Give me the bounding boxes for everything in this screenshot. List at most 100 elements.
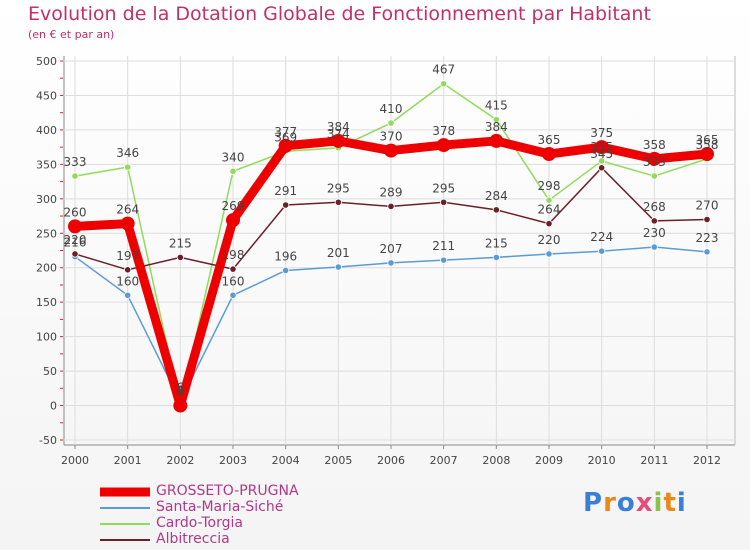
legend-swatch	[100, 487, 150, 497]
data-label: 196	[274, 249, 297, 263]
data-label: 384	[485, 120, 508, 134]
y-tick-label: 350	[36, 158, 57, 171]
x-tick-label: 2011	[640, 454, 668, 467]
data-label: 260	[64, 205, 87, 219]
data-point	[650, 217, 658, 225]
data-label: 198	[222, 248, 245, 262]
data-point	[545, 196, 553, 204]
legend-label: Albitreccia	[156, 531, 230, 547]
y-tick-label: 250	[36, 227, 57, 240]
data-label: 378	[432, 124, 455, 138]
data-point	[71, 250, 79, 258]
data-label: 160	[222, 274, 245, 288]
y-tick-label: 500	[36, 55, 57, 68]
x-tick-label: 2001	[114, 454, 142, 467]
data-point	[650, 243, 658, 251]
logo-letter: x	[635, 488, 654, 518]
data-label: 197	[116, 249, 139, 263]
data-point	[282, 201, 290, 209]
y-tick-label: 100	[36, 331, 57, 344]
x-tick-label: 2006	[377, 454, 405, 467]
data-point	[703, 248, 711, 256]
data-label: 369	[274, 130, 297, 144]
logo-letter: r	[603, 488, 617, 518]
data-label: 415	[485, 99, 508, 113]
x-tick-label: 2003	[219, 454, 247, 467]
data-label: 295	[432, 181, 455, 195]
data-label: 333	[643, 155, 666, 169]
data-point	[176, 253, 184, 261]
data-label: 207	[380, 242, 403, 256]
legend-swatch	[100, 523, 150, 525]
logo-letter: o	[616, 488, 636, 518]
legend-label: GROSSETO-PRUGNA	[156, 483, 299, 499]
data-label: 284	[485, 189, 508, 203]
data-label: 384	[327, 120, 350, 134]
x-tick-label: 2007	[430, 454, 458, 467]
x-tick-label: 2012	[693, 454, 721, 467]
data-point	[492, 206, 500, 214]
data-label: 270	[696, 198, 719, 212]
data-label: 201	[327, 246, 350, 260]
data-label: 0	[177, 385, 185, 399]
x-tick-label: 2004	[272, 454, 300, 467]
data-point	[492, 115, 500, 124]
data-label: 269	[222, 199, 245, 213]
y-tick-label: 150	[36, 296, 57, 309]
y-tick-label: 400	[36, 124, 57, 137]
data-point	[282, 266, 290, 275]
data-label: 365	[696, 133, 719, 147]
data-label: 374	[327, 127, 350, 141]
data-label: 375	[590, 126, 613, 140]
data-point	[384, 143, 398, 158]
data-point	[71, 172, 79, 180]
data-label: 264	[538, 203, 561, 217]
data-point	[703, 215, 711, 224]
data-point	[229, 265, 237, 273]
data-point	[124, 291, 132, 299]
x-tick-label: 2000	[61, 454, 89, 467]
y-tick-label: 50	[43, 365, 57, 378]
data-label: 220	[64, 233, 87, 247]
data-point	[545, 220, 553, 228]
y-tick-label: 200	[36, 262, 57, 275]
data-point	[387, 202, 395, 210]
x-tick-label: 2009	[535, 454, 563, 467]
data-label: 160	[116, 274, 139, 288]
data-label: 220	[538, 233, 561, 247]
data-point	[598, 157, 606, 165]
x-tick-label: 2005	[324, 454, 352, 467]
data-label: 268	[643, 200, 666, 214]
data-point	[492, 253, 500, 261]
data-label: 345	[590, 147, 613, 161]
data-point	[173, 398, 188, 413]
data-point	[440, 80, 448, 88]
data-label: 358	[696, 138, 719, 152]
y-tick-label: 450	[36, 89, 57, 102]
y-tick-label: 300	[36, 193, 57, 206]
data-label: 289	[380, 185, 403, 199]
data-point	[650, 172, 658, 180]
data-point	[700, 147, 714, 162]
data-point	[226, 213, 240, 228]
data-label: 410	[380, 102, 403, 116]
data-point	[545, 250, 553, 258]
legend-label: Santa-Maria-Siché	[156, 499, 284, 515]
proxiti-logo: Proxiti	[583, 488, 687, 518]
logo-letter: i	[653, 488, 664, 518]
legend-label: Cardo-Torgia	[156, 515, 243, 531]
data-point	[334, 263, 342, 271]
data-point	[334, 198, 342, 206]
data-point	[594, 140, 609, 155]
data-label: 370	[380, 130, 403, 144]
data-point	[278, 138, 293, 153]
data-point	[598, 247, 606, 255]
data-label: 346	[116, 146, 139, 160]
data-label: 215	[169, 236, 192, 250]
data-label: 295	[327, 181, 350, 195]
chart-title: Evolution de la Dotation Globale de Fonc…	[28, 3, 651, 25]
data-label: 333	[64, 155, 87, 169]
data-label: 291	[274, 184, 297, 198]
